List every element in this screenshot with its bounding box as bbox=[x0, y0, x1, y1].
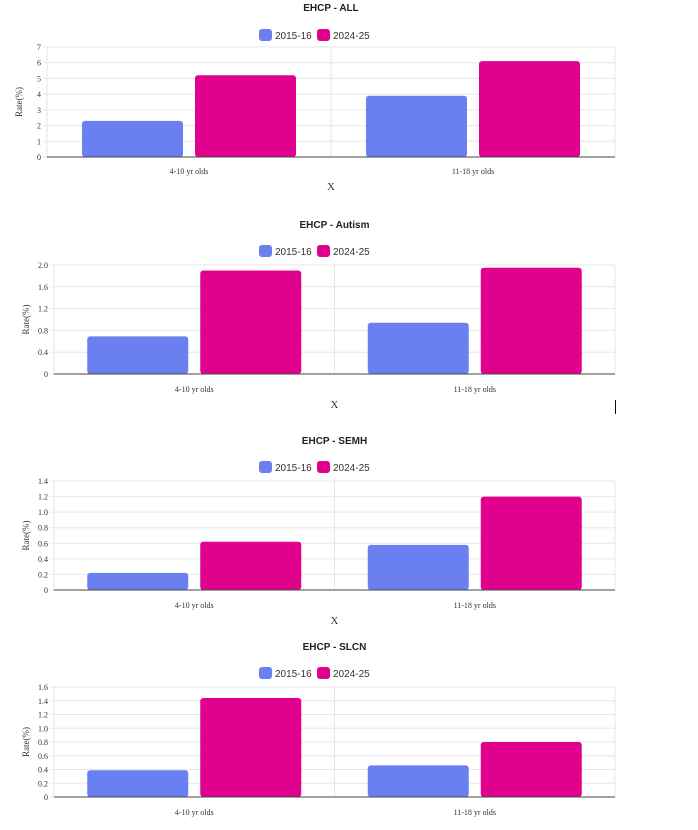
legend-item[interactable]: 2024-25 bbox=[317, 667, 370, 680]
bar-2015-16-4-10[interactable] bbox=[87, 572, 189, 590]
x-axis-label: X bbox=[331, 399, 339, 411]
legend-label: 2015-16 bbox=[275, 463, 312, 474]
y-tick-label: 1.4 bbox=[38, 477, 48, 486]
y-tick-label: 0 bbox=[44, 586, 48, 595]
chart-title: EHCP - ALL bbox=[303, 3, 359, 14]
chart-ehcp-semh: EHCP - SEMH 2015-16 2024-25 0 0.2 0.4 0.6 0.8 1.… bbox=[21, 436, 616, 627]
y-tick-label: 1.2 bbox=[38, 305, 48, 314]
y-tick-label: 1.6 bbox=[38, 283, 48, 292]
legend-swatch bbox=[259, 245, 272, 257]
y-tick-label: 1.2 bbox=[38, 711, 48, 720]
legend-label: 2015-16 bbox=[275, 31, 312, 42]
x-category-label: 4-10 yr olds bbox=[175, 385, 214, 394]
y-axis-label: Rate(%) bbox=[21, 521, 31, 551]
y-tick-label: 7 bbox=[37, 43, 41, 52]
legend-label: 2024-25 bbox=[333, 669, 370, 680]
y-axis-label: Rate(%) bbox=[21, 305, 31, 335]
legend-item[interactable]: 2015-16 bbox=[259, 29, 312, 42]
y-tick-label: 0.4 bbox=[38, 555, 48, 564]
y-tick-label: 1.0 bbox=[38, 508, 48, 517]
y-axis-label: Rate(%) bbox=[21, 727, 31, 757]
y-tick-label: 0.2 bbox=[38, 570, 48, 579]
x-category-label: 11-18 yr olds bbox=[454, 385, 496, 394]
bar-2015-16-11-18[interactable] bbox=[366, 95, 467, 157]
bar-2024-25-11-18[interactable] bbox=[480, 742, 582, 797]
y-tick-label: 0 bbox=[37, 153, 41, 162]
y-tick-label: 2 bbox=[37, 122, 41, 131]
bar-2024-25-11-18[interactable] bbox=[480, 496, 582, 590]
chart-ehcp-slcn: EHCP - SLCN 2015-16 2024-25 0 0.2 0.4 0.6 0.8 1.… bbox=[21, 642, 616, 817]
chart-title: EHCP - SLCN bbox=[303, 642, 367, 653]
chart-ehcp-autism: EHCP - Autism 2015-16 2024-25 0 0.4 0.8 1.2 1.6… bbox=[21, 220, 616, 411]
bar-2015-16-11-18[interactable] bbox=[367, 765, 469, 797]
x-axis-label: X bbox=[327, 181, 335, 193]
y-tick-label: 0.2 bbox=[38, 779, 48, 788]
y-tick-label: 3 bbox=[37, 106, 41, 115]
x-category-label: 4-10 yr olds bbox=[170, 167, 209, 176]
legend-item[interactable]: 2015-16 bbox=[259, 245, 312, 258]
y-tick-label: 0.6 bbox=[38, 539, 48, 548]
legend-label: 2015-16 bbox=[275, 669, 312, 680]
legend-swatch bbox=[317, 245, 330, 257]
x-category-label: 11-18 yr olds bbox=[452, 167, 494, 176]
bar-2015-16-11-18[interactable] bbox=[367, 322, 469, 374]
y-tick-label: 0.6 bbox=[38, 752, 48, 761]
x-category-label: 11-18 yr olds bbox=[454, 601, 496, 610]
legend-item[interactable]: 2024-25 bbox=[317, 245, 370, 258]
legend-item[interactable]: 2015-16 bbox=[259, 461, 312, 474]
x-axis-label: X bbox=[331, 615, 339, 627]
text-cursor bbox=[615, 400, 616, 414]
y-tick-label: 0.8 bbox=[38, 524, 48, 533]
legend-item[interactable]: 2024-25 bbox=[317, 461, 370, 474]
legend-swatch bbox=[259, 667, 272, 679]
chart-title: EHCP - SEMH bbox=[302, 436, 367, 447]
legend-swatch bbox=[259, 461, 272, 473]
y-tick-label: 1.4 bbox=[38, 697, 48, 706]
legend-label: 2024-25 bbox=[333, 463, 370, 474]
legend-swatch bbox=[317, 461, 330, 473]
legend-item[interactable]: 2015-16 bbox=[259, 667, 312, 680]
y-tick-label: 4 bbox=[37, 90, 41, 99]
y-tick-label: 1.6 bbox=[38, 683, 48, 692]
y-axis-label: Rate(%) bbox=[14, 87, 24, 117]
y-tick-label: 0.8 bbox=[38, 326, 48, 335]
bar-2015-16-4-10[interactable] bbox=[87, 336, 189, 374]
bar-2024-25-4-10[interactable] bbox=[200, 541, 302, 590]
y-tick-label: 2.0 bbox=[38, 261, 48, 270]
y-tick-label: 0 bbox=[44, 793, 48, 802]
y-tick-label: 1.2 bbox=[38, 493, 48, 502]
legend-item[interactable]: 2024-25 bbox=[317, 29, 370, 42]
y-tick-label: 0.4 bbox=[38, 766, 48, 775]
y-tick-label: 6 bbox=[37, 59, 41, 68]
legend-swatch bbox=[259, 29, 272, 41]
y-tick-label: 5 bbox=[37, 74, 41, 83]
y-tick-label: 0.8 bbox=[38, 738, 48, 747]
bar-2024-25-11-18[interactable] bbox=[480, 267, 582, 374]
chart-ehcp-all: EHCP - ALL 2015-16 2024-25 0 1 2 3 4 5 6 7 Rate(%) 4… bbox=[14, 3, 616, 193]
legend-label: 2024-25 bbox=[333, 31, 370, 42]
bar-2024-25-4-10[interactable] bbox=[200, 698, 302, 797]
legend-label: 2015-16 bbox=[275, 247, 312, 258]
bar-2015-16-11-18[interactable] bbox=[367, 544, 469, 590]
bar-2024-25-11-18[interactable] bbox=[479, 61, 580, 158]
legend-label: 2024-25 bbox=[333, 247, 370, 258]
bar-2015-16-4-10[interactable] bbox=[82, 120, 183, 157]
legend-swatch bbox=[317, 667, 330, 679]
legend-swatch bbox=[317, 29, 330, 41]
y-tick-label: 0 bbox=[44, 370, 48, 379]
bar-2024-25-4-10[interactable] bbox=[200, 270, 302, 374]
chart-title: EHCP - Autism bbox=[299, 220, 369, 231]
y-tick-label: 1.0 bbox=[38, 724, 48, 733]
x-category-label: 11-18 yr olds bbox=[454, 808, 496, 817]
y-tick-label: 0.4 bbox=[38, 348, 48, 357]
x-category-label: 4-10 yr olds bbox=[175, 601, 214, 610]
x-category-label: 4-10 yr olds bbox=[175, 808, 214, 817]
bar-2024-25-4-10[interactable] bbox=[195, 75, 296, 157]
bar-2015-16-4-10[interactable] bbox=[87, 770, 189, 797]
y-tick-label: 1 bbox=[37, 137, 41, 146]
